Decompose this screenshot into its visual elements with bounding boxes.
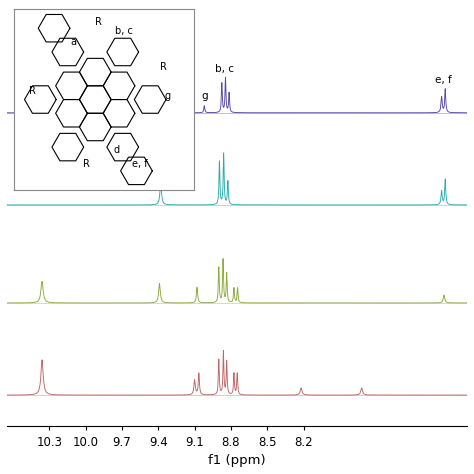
Text: d: d [114,145,120,155]
Text: e, f: e, f [133,159,148,169]
X-axis label: f1 (ppm): f1 (ppm) [208,454,266,467]
Text: d: d [157,81,164,91]
Text: R: R [83,159,90,169]
Text: b, c: b, c [215,64,234,73]
Text: R: R [160,62,167,72]
Text: a: a [71,37,77,47]
Text: g: g [164,91,170,101]
Text: R: R [95,17,102,27]
Text: b, c: b, c [115,26,133,36]
Text: R: R [29,85,36,96]
Text: g: g [201,91,208,101]
Text: e, f: e, f [435,74,452,84]
